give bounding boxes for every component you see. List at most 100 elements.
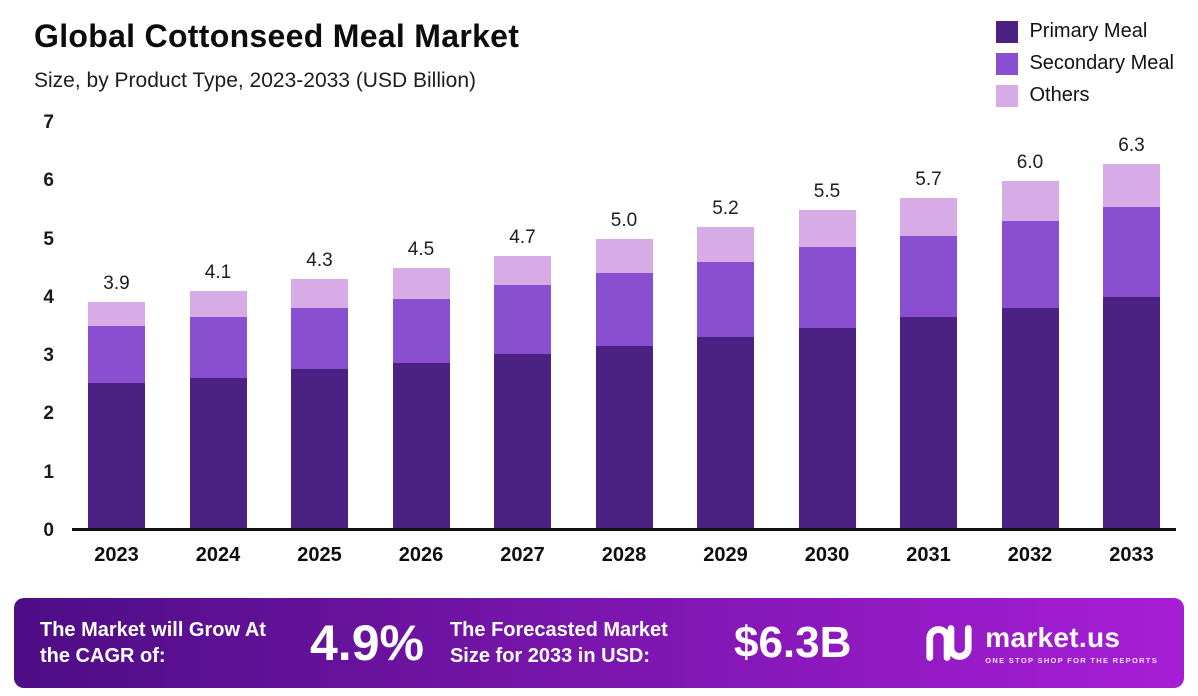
- plot-area: 3.9 4.1 4.3 4.5 4.7 5.0 5.2 5.5 5.7 6.0 6.3: [72, 123, 1176, 531]
- bar-segment-secondary-meal: [189, 316, 247, 378]
- legend-item: Others: [996, 84, 1174, 107]
- x-axis-label: 2033: [1109, 544, 1154, 566]
- bar-group: 5.5: [798, 123, 856, 528]
- bar-segment-others: [88, 302, 145, 326]
- y-axis-label: 4: [43, 286, 54, 308]
- bar-segment-secondary-meal: [697, 261, 754, 338]
- title-block: Global Cottonseed Meal Market Size, by P…: [34, 18, 519, 93]
- x-axis-label: 2024: [195, 544, 241, 566]
- forecast-value: $6.3B: [733, 618, 852, 667]
- y-axis-label: 5: [43, 228, 54, 250]
- bar-group: 5.0: [595, 123, 653, 528]
- y-axis-label: 1: [43, 461, 54, 483]
- chart-subtitle: Size, by Product Type, 2023-2033 (USD Bi…: [34, 69, 477, 92]
- legend-label: Others: [1029, 84, 1090, 106]
- bar-segment-secondary-meal: [494, 285, 551, 355]
- bar-segment-others: [494, 256, 551, 286]
- x-axis-label: 2026: [398, 544, 444, 566]
- bar-segment-others: [392, 267, 450, 300]
- bar-segment-primary-meal: [798, 328, 856, 528]
- legend-swatch: [996, 52, 1019, 75]
- y-axis: 0 1 2 3 4 5 6 7: [14, 112, 72, 541]
- bar-total-label: 5.7: [915, 169, 942, 191]
- x-axis-label: 2027: [500, 544, 545, 566]
- bar-segment-secondary-meal: [595, 273, 653, 346]
- bar-total-label: 5.0: [610, 209, 638, 231]
- x-axis: 2023 2024 2025 2026 2027 2028 2029 2030 2031 2032…: [72, 544, 1176, 567]
- bar-total-label: 5.5: [813, 180, 841, 202]
- x-axis-label: 2032: [1007, 544, 1053, 566]
- x-axis-label: 2031: [906, 544, 951, 566]
- legend-label: Primary Meal: [1029, 20, 1148, 42]
- bar-segment-others: [1103, 163, 1160, 207]
- bar-segment-secondary-meal: [1001, 221, 1059, 309]
- y-axis-label: 6: [43, 170, 54, 192]
- bar-segment-secondary-meal: [1103, 206, 1160, 297]
- bar-segment-others: [798, 209, 856, 248]
- brand-text-block: market.us ONE STOP SHOP FOR THE REPORTS: [985, 622, 1158, 665]
- legend-item: Primary Meal: [996, 20, 1174, 43]
- bar-group: 3.9: [88, 123, 145, 528]
- legend-label: Secondary Meal: [1029, 52, 1174, 74]
- legend: Primary Meal Secondary Meal Others: [996, 18, 1174, 107]
- bar-segment-others: [1001, 180, 1059, 222]
- bar-segment-primary-meal: [595, 345, 653, 528]
- y-axis-label: 2: [43, 403, 54, 425]
- bar-total-label: 4.5: [407, 238, 435, 260]
- bar-segment-primary-meal: [697, 337, 754, 528]
- bar-segment-others: [697, 227, 754, 262]
- bar-total-label: 4.3: [306, 250, 333, 272]
- brand: market.us ONE STOP SHOP FOR THE REPORTS: [923, 622, 1158, 665]
- bar-segment-secondary-meal: [291, 308, 348, 369]
- legend-swatch: [996, 20, 1019, 43]
- forecast-label: The Forecasted Market Size for 2033 in U…: [449, 619, 668, 667]
- x-axis-label: 2028: [601, 544, 647, 566]
- bar-total-label: 6.0: [1016, 151, 1044, 173]
- bar-segment-primary-meal: [900, 316, 957, 528]
- x-axis-label: 2029: [703, 544, 748, 566]
- bar-segment-primary-meal: [494, 354, 551, 528]
- bar-chart: 0 1 2 3 4 5 6 7 3.9 4.1 4.3 4.5 4.7 5.0 5.2 5.5 5.7 6.0 6…: [14, 112, 1184, 588]
- legend-item: Secondary Meal: [996, 52, 1174, 75]
- bar-total-label: 5.2: [712, 198, 739, 220]
- brand-name: market.us: [985, 621, 1121, 653]
- bar-segment-primary-meal: [189, 377, 247, 528]
- bar-group: 4.3: [291, 123, 348, 528]
- bar-total-label: 4.7: [509, 227, 536, 249]
- bar-segment-primary-meal: [88, 383, 145, 528]
- bar-segment-others: [189, 290, 247, 317]
- bar-segment-others: [595, 238, 653, 274]
- footer-banner: The Market will Grow At the CAGR of: 4.9…: [14, 598, 1184, 688]
- bar-total-label: 6.3: [1118, 134, 1145, 156]
- bar-segment-primary-meal: [392, 363, 450, 528]
- bar-total-label: 4.1: [204, 261, 232, 283]
- y-axis-label: 7: [43, 112, 54, 133]
- bar-segment-primary-meal: [291, 368, 348, 528]
- x-axis-label: 2023: [94, 544, 139, 566]
- cagr-value: 4.9%: [310, 615, 424, 671]
- cagr-label: The Market will Grow At the CAGR of:: [40, 619, 266, 667]
- bar-group: 4.5: [392, 123, 450, 528]
- bar-group: 6.0: [1001, 123, 1059, 528]
- bar-segment-primary-meal: [1001, 308, 1059, 528]
- x-axis-label: 2030: [804, 544, 850, 566]
- bar-segment-secondary-meal: [88, 325, 145, 384]
- y-axis-label: 0: [43, 520, 54, 541]
- bar-segment-others: [291, 279, 348, 309]
- header: Global Cottonseed Meal Market Size, by P…: [14, 16, 1184, 107]
- legend-swatch: [996, 84, 1019, 107]
- plot-column: 3.9 4.1 4.3 4.5 4.7 5.0 5.2 5.5 5.7 6.0 6.3 2023 20…: [72, 123, 1176, 588]
- bar-total-label: 3.9: [103, 273, 130, 295]
- bar-segment-secondary-meal: [392, 299, 450, 364]
- x-axis-label: 2025: [297, 544, 342, 566]
- bar-group: 4.7: [494, 123, 551, 528]
- bar-segment-secondary-meal: [798, 247, 856, 329]
- bar-segment-secondary-meal: [900, 235, 957, 317]
- bar-segment-others: [900, 198, 957, 236]
- bar-group: 5.2: [697, 123, 754, 528]
- bar-segment-primary-meal: [1103, 296, 1160, 528]
- bar-group: 6.3: [1103, 123, 1160, 528]
- y-axis-label: 3: [43, 345, 54, 367]
- bar-group: 4.1: [189, 123, 247, 528]
